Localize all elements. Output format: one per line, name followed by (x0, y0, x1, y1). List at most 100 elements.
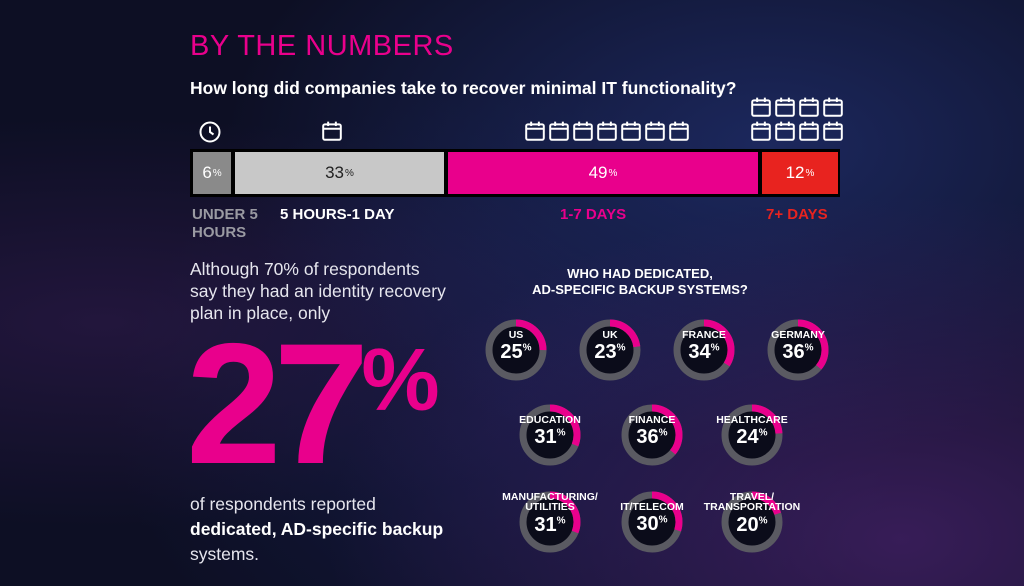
donut-label: MANUFACTURING/UTILITIES (498, 491, 602, 513)
calendar-icon (524, 120, 546, 147)
donut-number: 30 (636, 513, 659, 535)
donut-value: 31% (518, 426, 582, 449)
donut-number: 36 (782, 341, 805, 363)
calendar-icon (620, 120, 642, 147)
bar-segment-2: 33% (235, 152, 444, 194)
donut-unit: % (658, 514, 668, 526)
stat-outro-bold: dedicated, AD-specific backup (190, 519, 444, 539)
donut-chart: GERMANY 36% (766, 318, 830, 382)
calendar-icon (750, 120, 772, 147)
donut-number: 23 (594, 341, 617, 363)
donut-number: 36 (636, 426, 659, 448)
donut-label-line: FRANCE (682, 329, 726, 341)
donut-chart: FRANCE 34% (672, 318, 736, 382)
donut-value: 30% (620, 513, 684, 536)
donut-label-line: UK (602, 329, 618, 341)
bar-value: 33 (325, 163, 344, 182)
donut-value: 23% (578, 341, 642, 364)
donut-chart: IT/TELECOM 30% (620, 490, 684, 554)
donut-value: 36% (766, 341, 830, 364)
bar-segment-3: 49% (448, 152, 758, 194)
bar-segment-1: 6% (193, 152, 231, 194)
donut-title-line-2: AD-SPECIFIC BACKUP SYSTEMS? (532, 282, 748, 297)
bar-value: 6 (202, 163, 212, 182)
donut-number: 31 (534, 514, 557, 536)
bar-value: 49 (588, 163, 608, 182)
donut-chart: HEALTHCARE 24% (716, 403, 788, 467)
page-title: BY THE NUMBERS (190, 30, 454, 62)
calendar-icon (774, 120, 796, 147)
donut-label-line: US (508, 329, 524, 341)
donut-chart: MANUFACTURING/UTILITIES 31% (502, 490, 598, 554)
donut-unit: % (616, 342, 626, 354)
donut-unit: % (758, 515, 768, 527)
calendar-icon (822, 96, 844, 123)
donut-value: 24% (720, 426, 784, 449)
donut-unit: % (556, 427, 566, 439)
calendar-icon (572, 120, 594, 147)
donut-unit: % (758, 427, 768, 439)
donut-chart: US 25% (484, 318, 548, 382)
donut-unit: % (710, 342, 720, 354)
donut-label-line: HEALTHCARE (716, 414, 788, 426)
donut-chart: TRAVEL/TRANSPORTATION 20% (704, 490, 800, 554)
donut-number: 20 (736, 514, 759, 536)
donut-label: TRAVEL/TRANSPORTATION (700, 491, 804, 513)
donut-label-line: MANUFACTURING/ (502, 491, 598, 503)
stat-percent: % (361, 330, 440, 429)
donut-value: 20% (720, 514, 784, 537)
segment-label: 5 HOURS-1 DAY (280, 206, 395, 223)
calendar-icon (750, 96, 772, 123)
stat-number: 27 (186, 308, 369, 500)
donut-label-line: FINANCE (628, 414, 676, 426)
segment-label: 7+ DAYS (766, 206, 828, 223)
segment-label: 1-7 DAYS (560, 206, 627, 223)
donut-label: GERMANY (746, 329, 850, 341)
calendar-icon (798, 96, 820, 123)
donut-label: FINANCE (600, 414, 704, 426)
donut-section-title: WHO HAD DEDICATED, AD-SPECIFIC BACKUP SY… (520, 266, 760, 298)
segment-label: UNDER 5 HOURS (192, 206, 258, 241)
calendar-icon (321, 120, 343, 147)
donut-value: 31% (518, 514, 582, 537)
donut-number: 24 (736, 426, 759, 448)
bar-unit: % (345, 167, 354, 179)
donut-label-line: UTILITIES (525, 501, 575, 513)
chart-question: How long did companies take to recover m… (190, 78, 737, 98)
donut-unit: % (804, 342, 814, 354)
calendar-icon (774, 96, 796, 123)
donut-label-line: TRAVEL/ (729, 491, 775, 503)
calendar-icon (798, 120, 820, 147)
donut-value: 25% (484, 341, 548, 364)
donut-unit: % (556, 515, 566, 527)
donut-value: 36% (620, 426, 684, 449)
recovery-time-bar: 6% 33% 49% 12% (190, 149, 840, 197)
donut-label: IT/TELECOM (600, 502, 704, 513)
calendar-icon (822, 120, 844, 147)
donut-label: FRANCE (652, 329, 756, 341)
donut-title-line-1: WHO HAD DEDICATED, (567, 266, 713, 281)
calendar-icon (548, 120, 570, 147)
bar-unit: % (212, 167, 222, 179)
stat-outro: of respondents reported dedicated, AD-sp… (190, 492, 450, 567)
donut-unit: % (658, 427, 668, 439)
clock-icon (198, 120, 222, 149)
bar-segment-4: 12% (762, 152, 838, 194)
bar-unit: % (805, 167, 815, 179)
donut-label-line: GERMANY (771, 329, 825, 341)
bar-unit: % (608, 167, 618, 179)
donut-label-line: EDUCATION (519, 414, 581, 426)
stat-outro-pre: of respondents reported (190, 494, 376, 514)
donut-label-line: TRANSPORTATION (703, 501, 801, 513)
donut-chart: EDUCATION 31% (518, 403, 582, 467)
calendar-icon (644, 120, 666, 147)
donut-chart: FINANCE 36% (620, 403, 684, 467)
calendar-icon (668, 120, 690, 147)
donut-number: 34 (688, 341, 711, 363)
donut-value: 34% (672, 341, 736, 364)
stat-intro: Although 70% of respondents say they had… (190, 259, 446, 323)
calendar-icon (596, 120, 618, 147)
stat-big-number: 27% (186, 318, 440, 490)
donut-label: US (464, 329, 568, 341)
stat-outro-post: systems. (190, 544, 260, 564)
